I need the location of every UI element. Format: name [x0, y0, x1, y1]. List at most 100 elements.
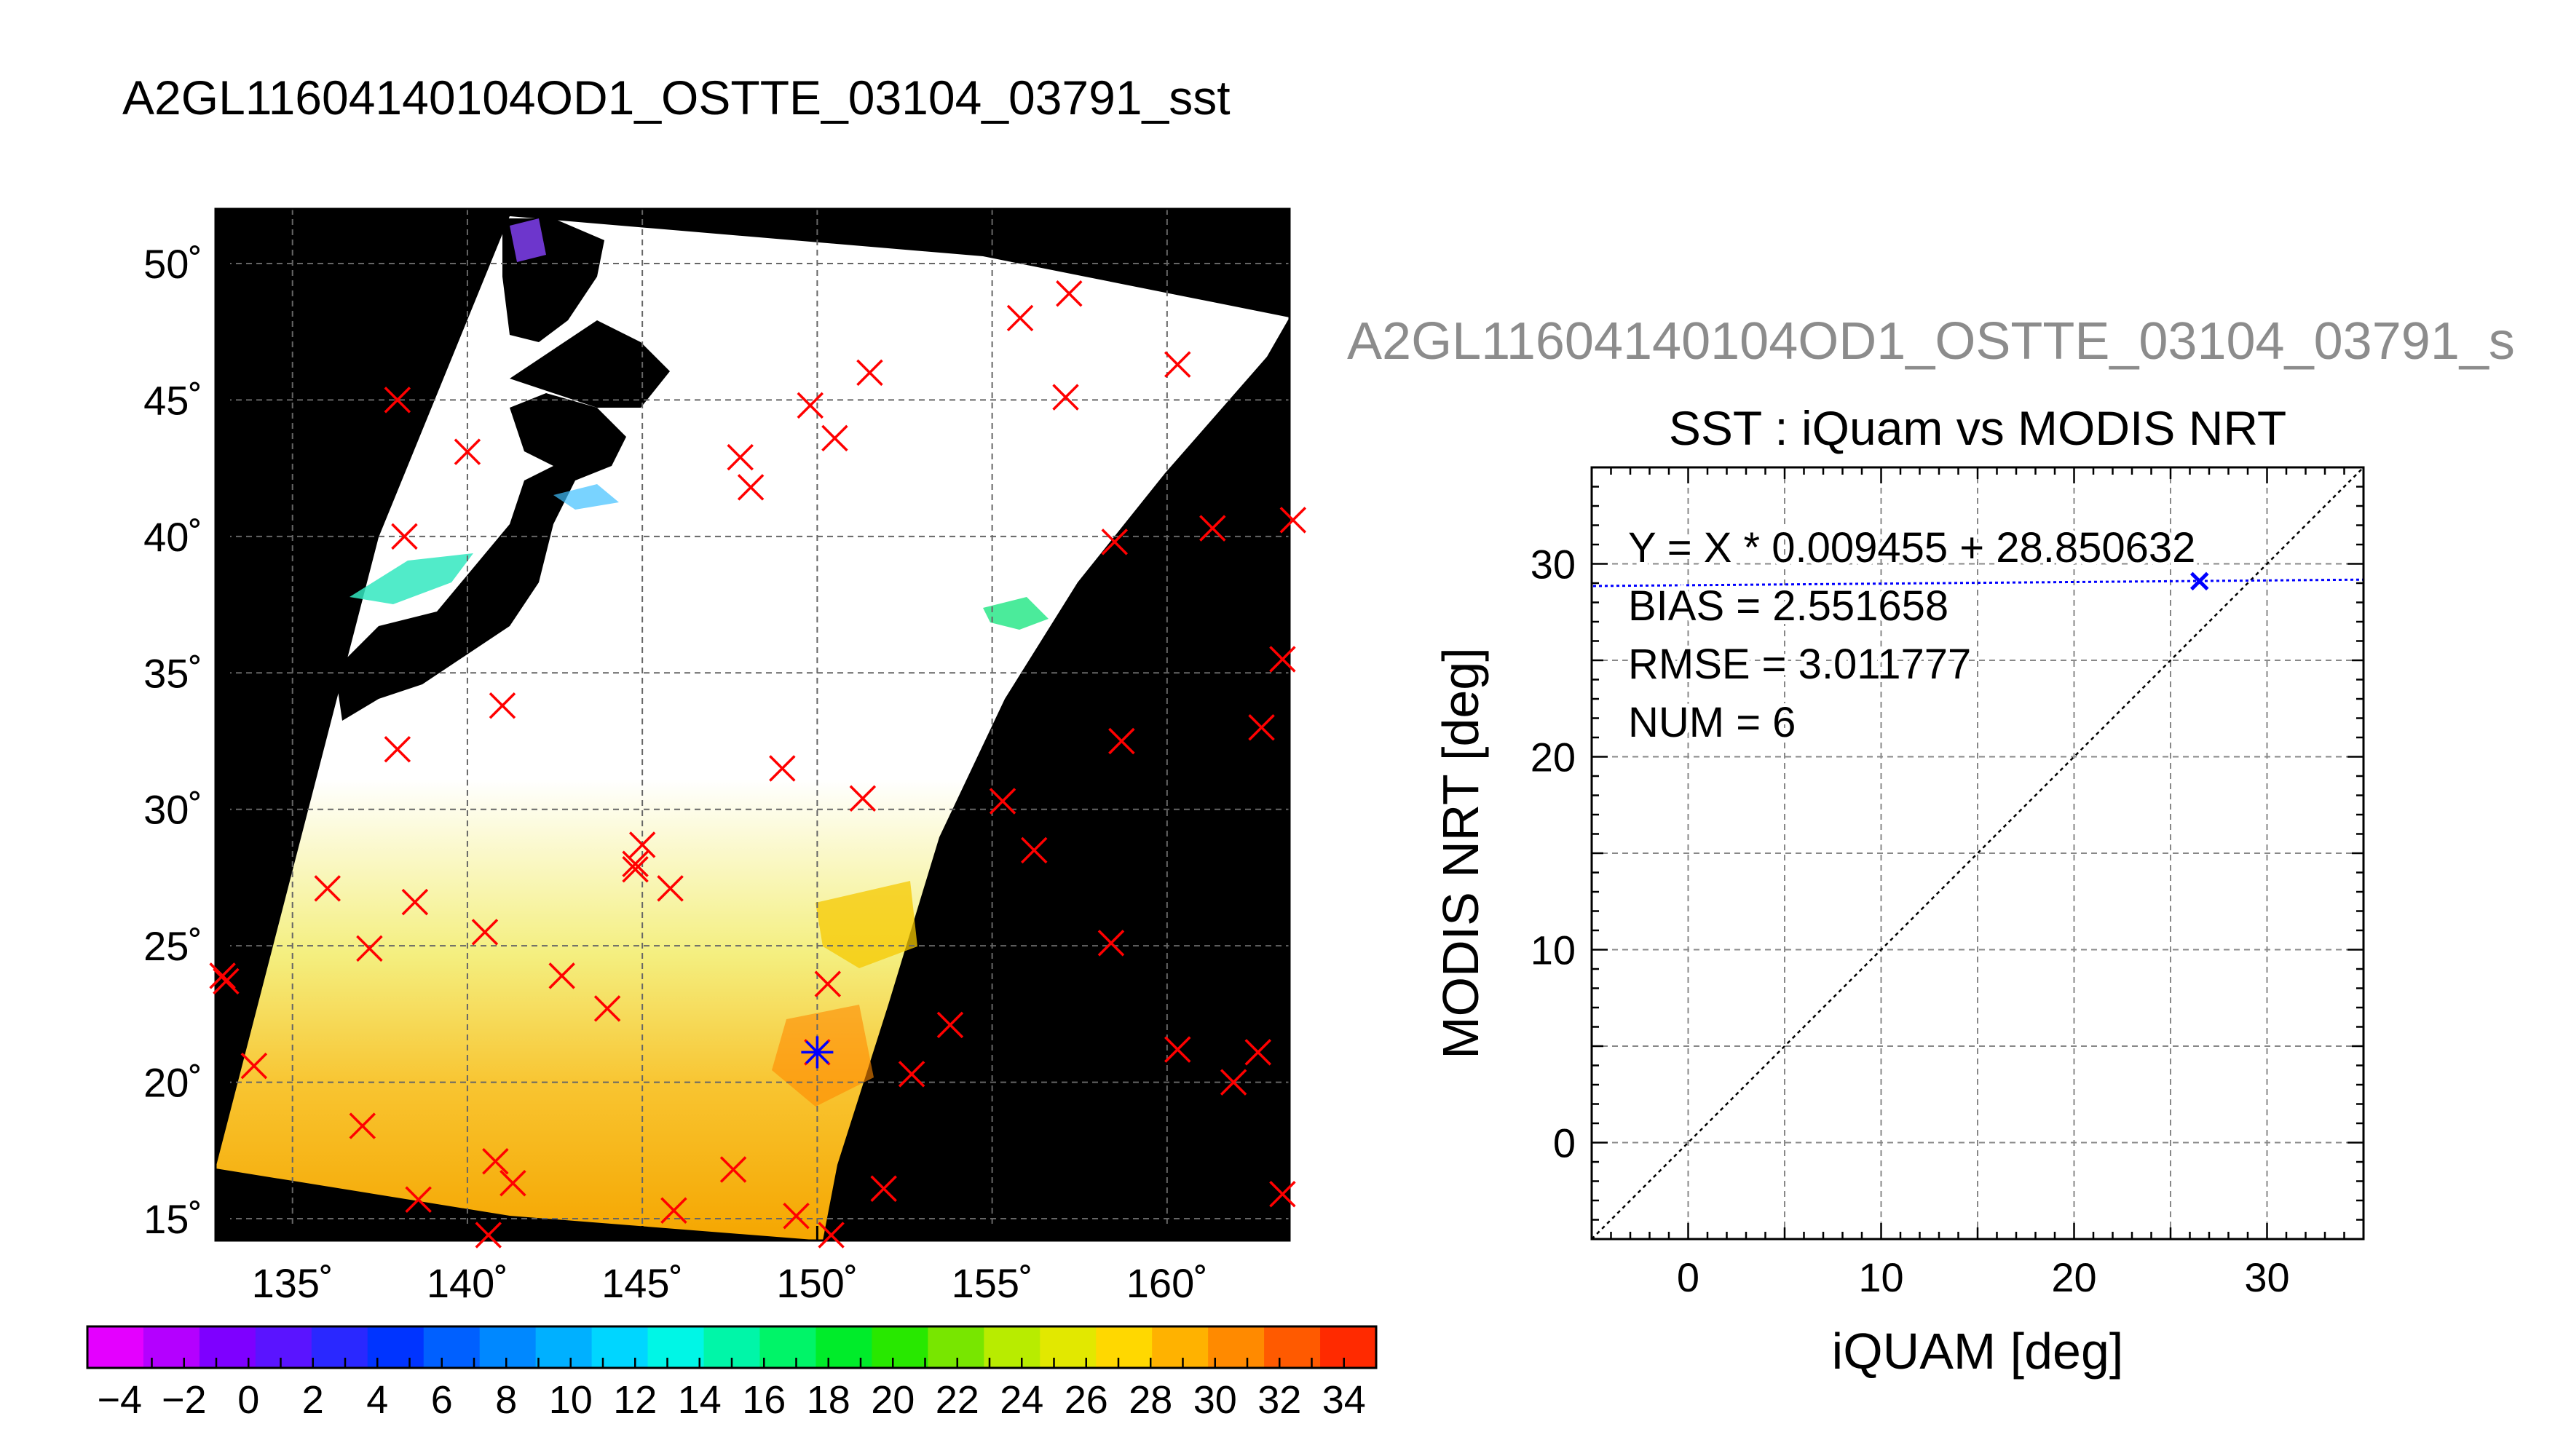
iquam-marker: [489, 692, 516, 719]
iquam-marker: [405, 1186, 432, 1214]
iquam-marker: [870, 1175, 897, 1203]
scatter-title: SST : iQuam vs MODIS NRT: [1669, 401, 2286, 455]
iquam-marker: [1056, 280, 1083, 307]
stats-fit-equation: Y = X * 0.009455 + 28.850632: [1628, 524, 2195, 571]
scatter-y-axis-label: MODIS NRT [deg]: [1432, 647, 1489, 1059]
colorbar-cell: [816, 1326, 872, 1368]
iquam-marker: [384, 387, 411, 414]
map-longitude-label: 155˚: [952, 1260, 1033, 1306]
colorbar-label: 34: [1322, 1378, 1366, 1422]
colorbar-label: −2: [162, 1378, 207, 1422]
iquam-marker: [821, 424, 848, 452]
colorbar: −4 −2 0 2 4 6 8 10 12 14 16 18 20 22 24 26 28 30 32 34: [86, 1325, 1378, 1422]
colorbar-label: 24: [1000, 1378, 1043, 1422]
colorbar-tick-marks: [151, 1358, 1345, 1368]
map-latitude-label: 40˚: [143, 514, 202, 560]
map-latitude-label: 50˚: [143, 241, 202, 287]
scatter-x-tick-label: 30: [2244, 1254, 2289, 1300]
hokkaido-landmass: [510, 320, 670, 408]
map-gridlines: [216, 209, 1290, 1241]
scatter-x-axis-label: iQUAM [deg]: [1832, 1323, 2124, 1380]
colorbar-label: 4: [366, 1378, 388, 1422]
map-frame: [214, 207, 1291, 1242]
map-longitude-labels: 135˚ 140˚ 145˚ 150˚ 155˚ 160˚: [252, 1260, 1208, 1306]
stats-num: NUM = 6: [1628, 699, 1796, 746]
iquam-marker: [814, 970, 842, 997]
iquam-marker: [356, 935, 383, 962]
iquam-marker: [628, 831, 656, 858]
secondary-title: A2GL11604140104OD1_OSTTE_03104_03791_s: [1347, 312, 2515, 371]
colorbar-label: 6: [431, 1378, 453, 1422]
iquam-marker: [1021, 836, 1048, 864]
colorbar-cell: [535, 1326, 593, 1368]
stats-bias: BIAS = 2.551658: [1628, 582, 1948, 630]
iquam-marker: [499, 1170, 526, 1197]
iquam-marker: [1006, 304, 1034, 332]
iquam-marker: [401, 888, 429, 916]
colorbar-cell: [984, 1326, 1040, 1368]
colorbar-label: 18: [807, 1378, 850, 1422]
scatter-y-tick-labels: 0 10 20 30: [1531, 542, 1576, 1166]
scatter-tick-marks: [1592, 467, 2364, 1239]
map-latitude-label: 20˚: [143, 1060, 202, 1106]
scatter-x-tick-label: 10: [1858, 1254, 1903, 1300]
map-longitude-label: 140˚: [427, 1260, 508, 1306]
stats-box: Y = X * 0.009455 + 28.850632 BIAS = 2.55…: [1624, 521, 2199, 750]
colorbar-cell: [255, 1326, 312, 1368]
colorbar-cell: [367, 1326, 424, 1368]
iquam-marker: [936, 1011, 964, 1039]
scatter-y-tick-label: 30: [1531, 542, 1576, 587]
colorbar-label: 0: [237, 1378, 259, 1422]
colorbar-label: 16: [742, 1378, 786, 1422]
iquam-marker: [471, 919, 499, 946]
colorbar-label: 22: [936, 1378, 979, 1422]
colorbar-cell: [647, 1326, 705, 1368]
iquam-marker: [737, 474, 765, 501]
colorbar-label: 8: [495, 1378, 517, 1422]
colorbar-cells: [87, 1326, 1377, 1368]
iquam-marker: [783, 1203, 810, 1230]
iquam-marker: [818, 1222, 845, 1249]
sst-map: 15˚ 20˚ 25˚ 30˚ 35˚ 40˚ 45˚ 50˚ 135˚ 140˚ 145˚ 150…: [143, 207, 1307, 1306]
colorbar-label: 32: [1257, 1378, 1301, 1422]
map-longitude-label: 145˚: [601, 1260, 683, 1306]
iquam-marker: [622, 855, 649, 883]
map-markers: [209, 280, 1307, 1249]
iquam-marker: [719, 1156, 747, 1183]
scatter-x-tick-label: 0: [1677, 1254, 1699, 1300]
matchup-star-blue: [801, 1036, 834, 1069]
colorbar-frame: [86, 1325, 1378, 1369]
colorbar-cell: [143, 1326, 200, 1368]
colorbar-cell: [759, 1326, 816, 1368]
colorbar-label: 10: [549, 1378, 593, 1422]
iquam-marker: [622, 850, 649, 877]
iquam-marker: [797, 392, 824, 419]
map-latitude-label: 45˚: [143, 377, 202, 423]
iquam-marker: [548, 962, 575, 989]
map-latitude-labels: 15˚ 20˚ 25˚ 30˚ 35˚ 40˚ 45˚ 50˚: [143, 241, 202, 1242]
iquam-marker: [213, 968, 240, 995]
japan-landmass: [335, 393, 626, 721]
iquam-marker: [314, 875, 341, 902]
iquam-marker: [1269, 1181, 1296, 1208]
scatter-gridlines: [1592, 467, 2364, 1239]
iquam-marker: [1199, 515, 1226, 542]
iquam-marker: [657, 875, 684, 902]
iquam-marker: [1101, 529, 1129, 555]
map-latitude-label: 15˚: [143, 1196, 202, 1242]
iquam-marker: [1164, 351, 1191, 378]
iquam-marker: [391, 523, 418, 550]
scatter-points: [2189, 571, 2209, 591]
colorbar-cell: [311, 1326, 368, 1368]
iquam-marker: [1279, 507, 1307, 534]
colorbar-cell: [199, 1326, 256, 1368]
colorbar-cell: [87, 1326, 144, 1368]
scatter-point: [2189, 571, 2209, 591]
colorbar-cell: [591, 1326, 649, 1368]
iquam-marker: [1220, 1069, 1247, 1096]
colorbar-cell: [479, 1326, 537, 1368]
colorbar-label: 28: [1129, 1378, 1172, 1422]
colorbar-cell: [1096, 1326, 1153, 1368]
colorbar-cell: [1320, 1326, 1377, 1368]
